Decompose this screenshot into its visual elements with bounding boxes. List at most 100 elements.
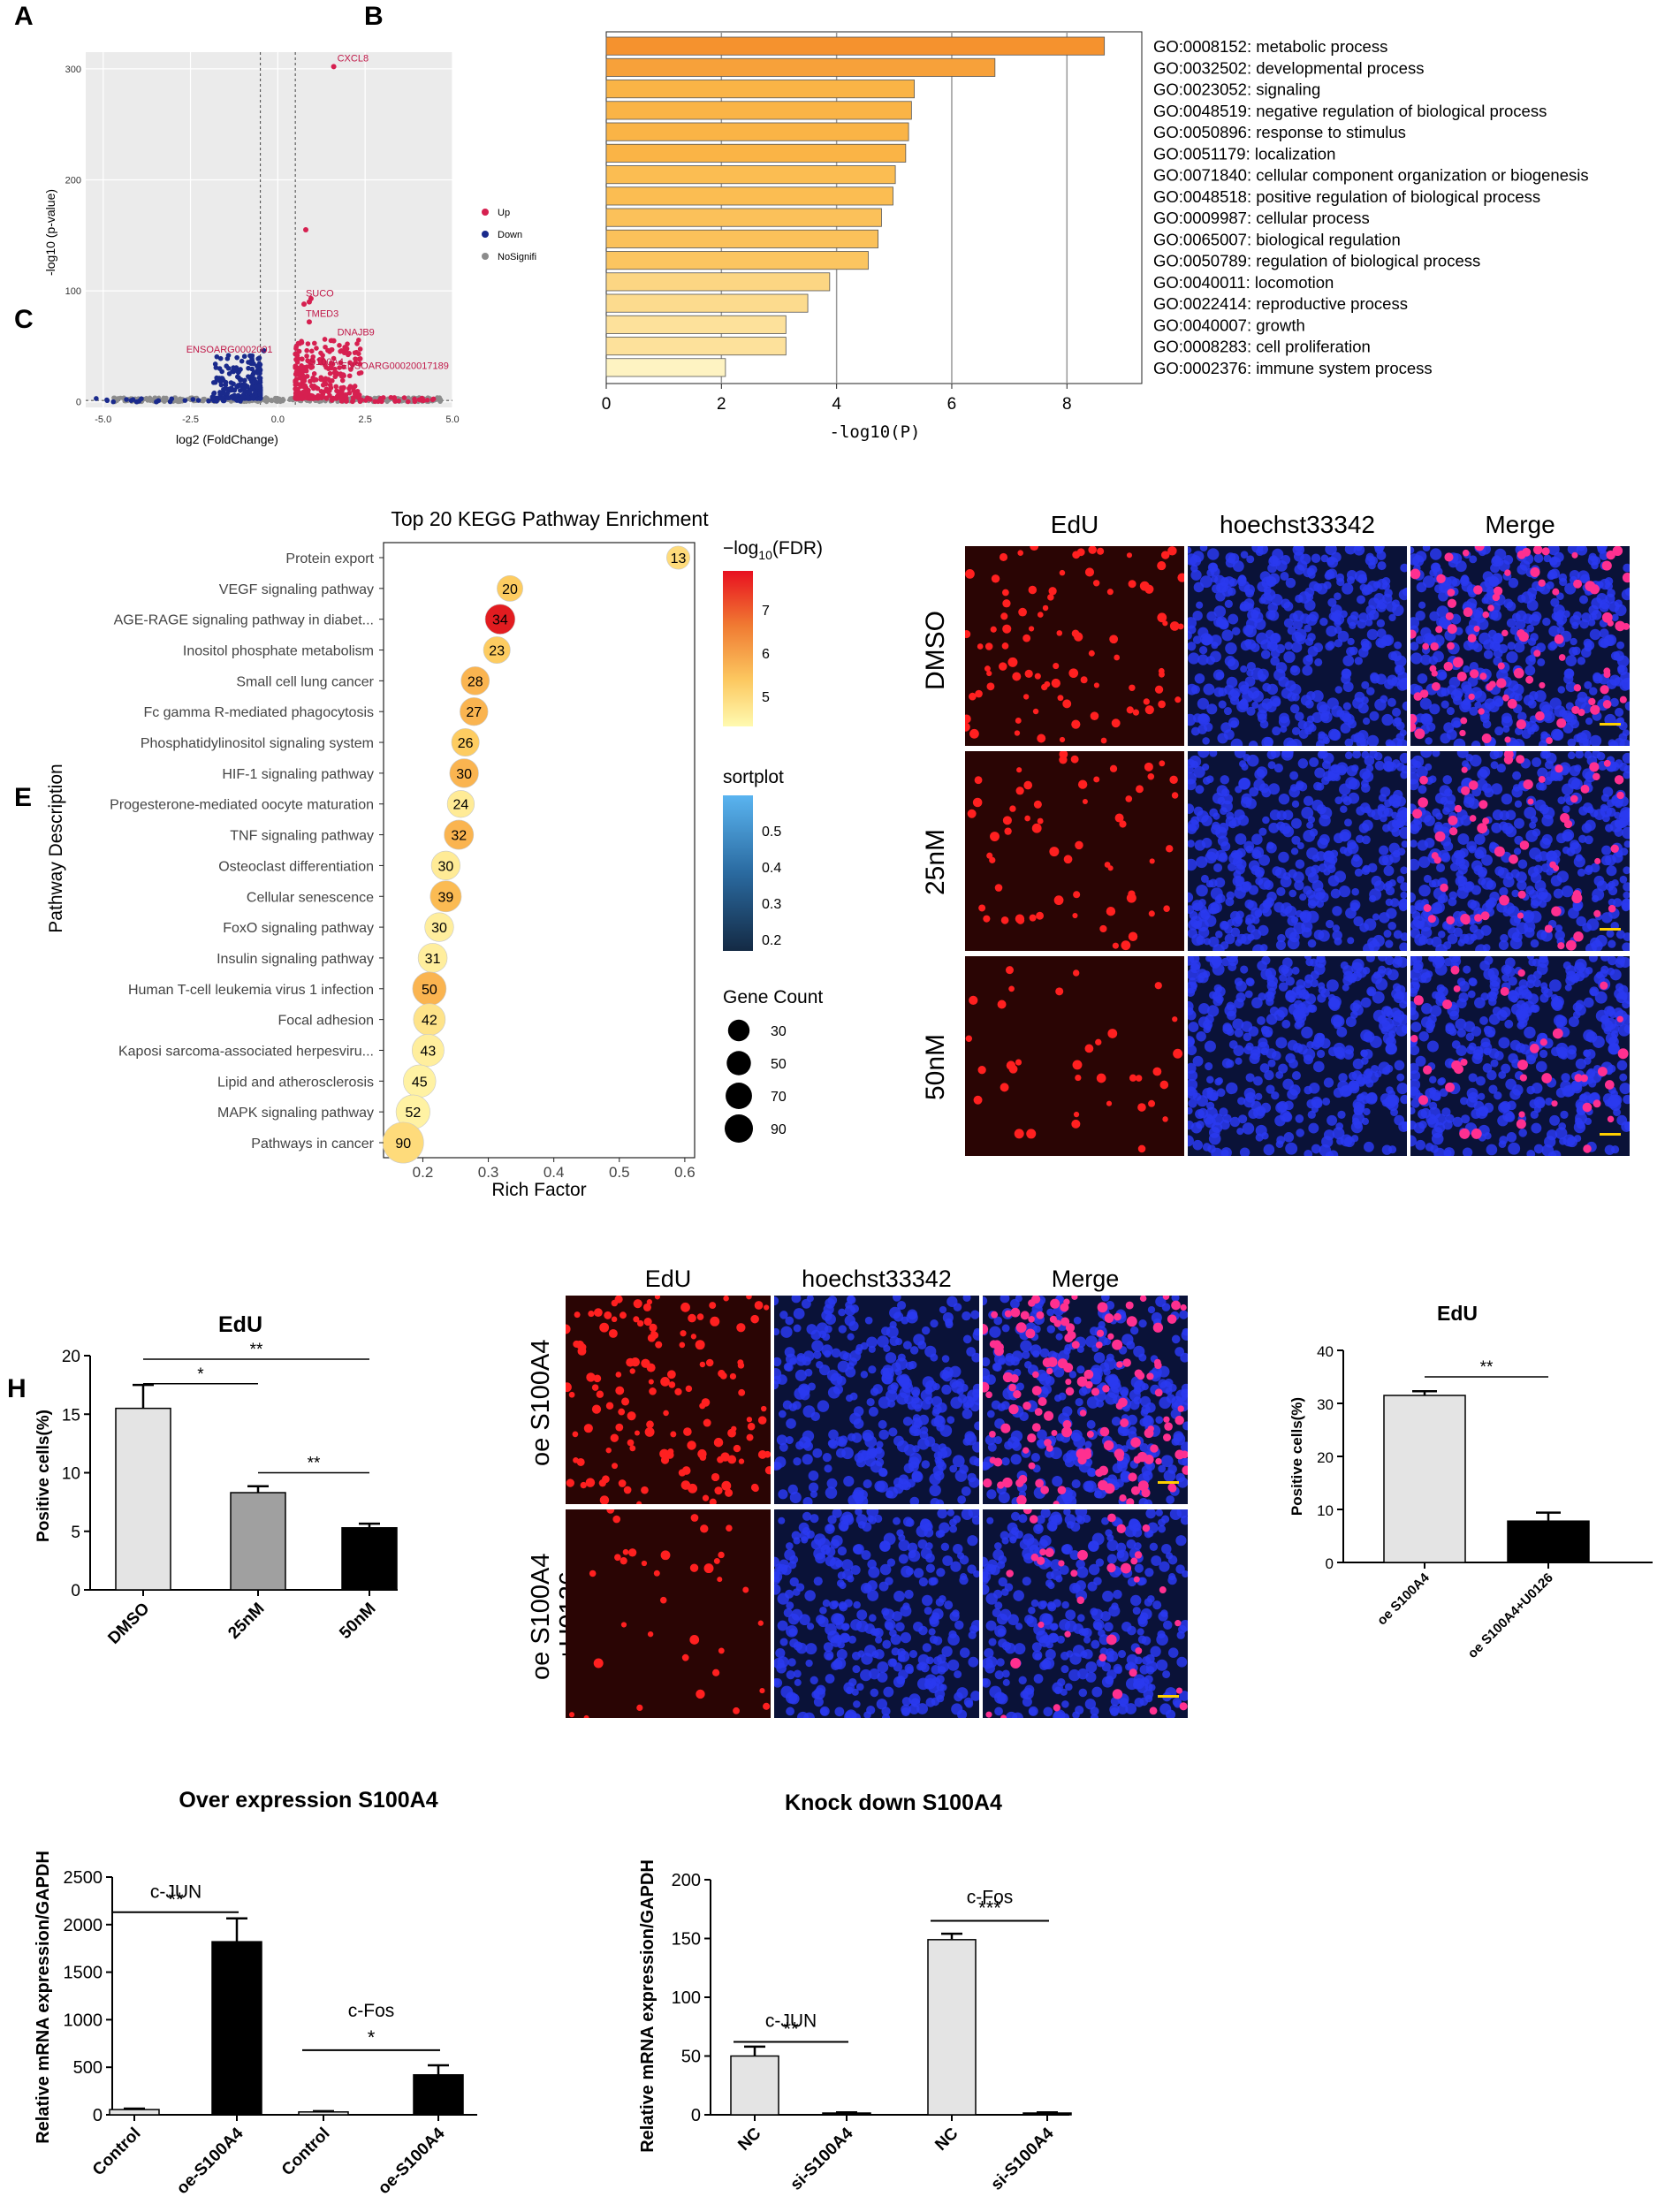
nucleus-blue [1383,930,1392,939]
nucleus-red [649,1323,658,1332]
nucleus-blue [1317,993,1327,1003]
nucleus-blue [1252,944,1265,951]
nucleus-blue [1425,763,1433,772]
nucleus-blue [962,1409,973,1419]
nucleus-blue [1171,1334,1181,1344]
nucleus-blue [1188,1106,1193,1115]
nucleus-blue [1326,979,1339,992]
nucleus-blue [1218,853,1228,863]
micro-cells [1188,956,1407,1156]
bar_e-ytick-label: 5 [71,1524,80,1542]
nucleus-blue [1584,1117,1592,1126]
nucleus-merge [1447,642,1455,650]
nucleus-red [1073,1111,1080,1118]
nucleus-red [990,626,997,633]
nucleus-red [1173,1048,1183,1059]
nucleus-blue [1302,665,1313,676]
nucleus-blue [1311,553,1321,563]
nucleus-blue [1280,876,1292,888]
nucleus-blue [1378,1061,1391,1075]
nucleus-merge [1486,683,1494,691]
nucleus-blue [1585,1030,1598,1043]
nucleus-blue [901,1381,914,1394]
nucleus-blue [1071,1432,1081,1442]
nucleus-blue [847,1296,856,1305]
nucleus-blue [1338,886,1351,898]
nucleus-blue [1438,1077,1447,1085]
nucleus-blue [863,1478,872,1489]
nucleus-blue [1203,938,1211,946]
nucleus-blue [1319,833,1330,846]
volcano-point-label: S100A4 [309,357,344,368]
nucleus-blue [1361,1117,1369,1126]
nucleus-red [1015,1059,1022,1066]
nucleus-blue [1508,1053,1518,1064]
nucleus-blue [1442,807,1450,816]
nucleus-blue [1263,1144,1275,1156]
nucleus-merge [1622,573,1630,583]
nucleus-blue [1234,809,1245,821]
volcano-point-label: DNAJB9 [338,328,375,338]
nucleus-blue [1357,595,1366,604]
nucleus-blue [1410,969,1421,981]
nucleus-blue [1493,633,1504,644]
nucleus-blue [1599,551,1609,560]
volcano-legend-label: Up [498,208,510,218]
nucleus-red [1026,1129,1037,1139]
nucleus-red [599,1495,610,1504]
nucleus-blue [1276,821,1286,831]
nucleus-merge [1479,800,1488,810]
nucleus-blue [875,1447,883,1455]
nucleus-blue [1212,669,1225,681]
nucleus-merge [1600,685,1609,695]
nucleus-blue [1188,892,1194,903]
nucleus-blue [894,1338,903,1346]
nucleus-blue [934,1456,942,1464]
nucleus-red [983,915,991,923]
nucleus-blue [1139,1395,1152,1407]
nucleus-blue [1325,1151,1334,1156]
nucleus-blue [1359,583,1368,592]
nucleus-red [752,1485,759,1493]
go-category-label: GO:0071840: cellular component organizat… [1153,166,1589,185]
go-xlabel: -log10(P) [830,422,921,442]
nucleus-blue [1278,851,1289,863]
nucleus-blue [1402,587,1407,597]
nucleus-blue [1287,937,1300,950]
nucleus-merge [1608,904,1616,913]
nucleus-blue [1171,1395,1183,1409]
volcano-point-up [323,376,329,382]
nucleus-blue [1410,1088,1421,1099]
nucleus-red [626,1357,635,1367]
nucleus-blue [1384,967,1393,976]
nucleus-blue [1593,973,1605,984]
nucleus-blue [1384,799,1393,808]
nucleus-blue [1380,1026,1389,1035]
nucleus-merge [1494,846,1505,857]
nucleus-blue [1548,979,1562,992]
kegg-count-legend-label: 30 [771,1024,787,1039]
go-category-label: GO:0023052: signaling [1153,80,1320,99]
nucleus-merge [1607,1115,1615,1123]
nucleus-blue [785,1436,794,1445]
nucleus-blue [1531,611,1542,622]
nucleus-blue [1311,711,1323,724]
nucleus-red [1154,685,1164,694]
panel-label-e: E [14,783,33,812]
nucleus-merge [1541,547,1550,556]
nucleus-red [967,809,977,818]
nucleus-blue [1222,1114,1232,1123]
nucleus-blue [1203,1114,1214,1125]
kegg-pathway-label: Human T-cell leukemia virus 1 infection [128,983,374,998]
nucleus-blue [917,1438,930,1450]
kegg-count-legend-dot [727,1019,750,1042]
nucleus-blue [972,1393,979,1406]
nucleus-blue [1369,894,1377,903]
nucleus-blue [1568,1016,1579,1028]
nucleus-red [610,1433,619,1442]
nucleus-blue [1000,1296,1010,1304]
nucleus-blue [1218,700,1227,709]
nucleus-red [1112,942,1119,949]
micro-cells [983,1296,1188,1504]
